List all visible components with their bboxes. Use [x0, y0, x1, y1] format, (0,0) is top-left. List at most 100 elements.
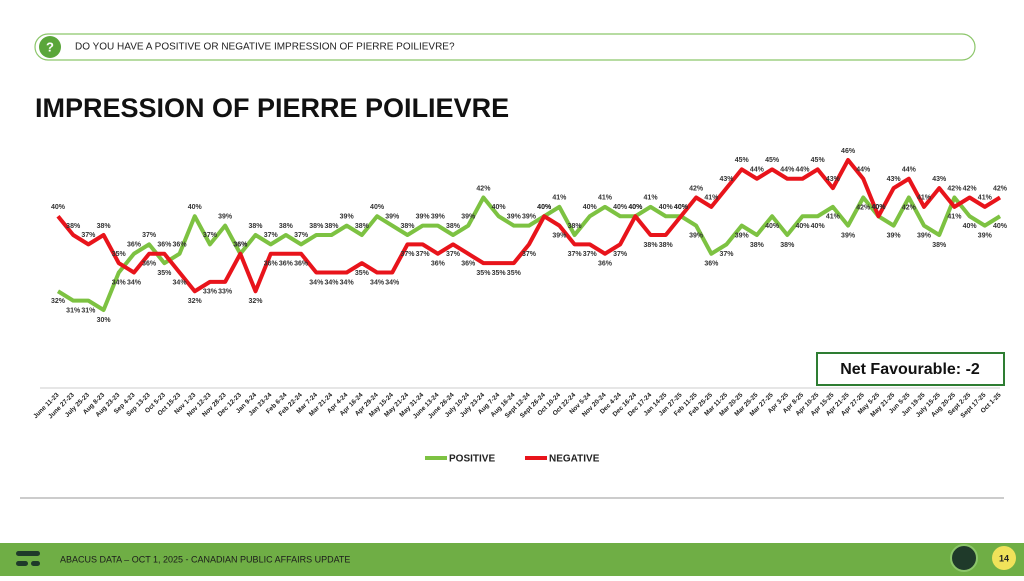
data-label: 38%	[932, 242, 947, 249]
data-label: 35%	[355, 270, 370, 277]
data-label: 38%	[659, 242, 674, 249]
data-label: 40%	[370, 204, 385, 211]
data-label: 40%	[871, 204, 886, 211]
data-label: 40%	[795, 223, 810, 230]
data-label: 42%	[689, 185, 704, 192]
data-label: 39%	[416, 213, 431, 220]
data-label: 37%	[446, 251, 461, 258]
question-icon	[39, 36, 61, 58]
data-label: 40%	[871, 204, 886, 211]
data-label: 39%	[218, 213, 233, 220]
data-label: 37%	[142, 232, 157, 239]
data-label: 41%	[644, 195, 659, 202]
data-label: 36%	[142, 261, 157, 268]
data-label: 34%	[385, 279, 400, 286]
data-label: 41%	[826, 214, 841, 221]
data-label: 44%	[750, 167, 765, 174]
data-label: 36%	[598, 261, 613, 268]
data-label: 36%	[279, 261, 294, 268]
data-label: 34%	[127, 279, 142, 286]
data-label: 35%	[157, 270, 172, 277]
data-label: 34%	[112, 279, 127, 286]
data-label: 36%	[264, 261, 279, 268]
data-label: 39%	[522, 213, 537, 220]
data-label: 40%	[628, 204, 643, 211]
data-label: 37%	[613, 251, 628, 258]
data-label: 37%	[203, 232, 218, 239]
data-label: 37%	[264, 232, 279, 239]
data-label: 36%	[461, 261, 476, 268]
data-label: 32%	[51, 298, 66, 305]
data-label: 43%	[720, 176, 735, 183]
data-label: 36%	[431, 261, 446, 268]
data-label: 40%	[583, 204, 598, 211]
data-label: 34%	[309, 279, 324, 286]
data-label: 37%	[568, 251, 583, 258]
logo	[31, 561, 40, 566]
data-label: 37%	[81, 232, 96, 239]
data-label: 39%	[507, 213, 522, 220]
data-label: 36%	[233, 242, 248, 249]
data-label: 45%	[765, 157, 780, 164]
data-label: 45%	[735, 157, 750, 164]
data-label: 44%	[780, 167, 795, 174]
data-label: 38%	[249, 223, 264, 230]
data-label: 37%	[522, 251, 537, 258]
data-label: 38%	[644, 242, 659, 249]
data-label: 38%	[780, 242, 795, 249]
data-label: 43%	[887, 176, 902, 183]
logo	[16, 561, 28, 566]
data-label: 32%	[188, 298, 203, 305]
data-label: 31%	[81, 307, 96, 314]
data-label: 36%	[127, 242, 142, 249]
data-label: 40%	[628, 204, 643, 211]
data-label: 38%	[66, 223, 81, 230]
data-label: 34%	[173, 279, 188, 286]
data-label: 37%	[720, 251, 735, 258]
data-label: 37%	[583, 251, 598, 258]
legend-label: NEGATIVE	[549, 454, 600, 465]
data-label: 40%	[811, 223, 826, 230]
data-label: 40%	[674, 204, 689, 211]
question: DO YOU HAVE A POSITIVE OR NEGATIVE IMPRE…	[75, 42, 455, 53]
data-label: 40%	[492, 204, 507, 211]
brand-icon	[950, 544, 978, 572]
chart-title: IMPRESSION OF PIERRE POILIEVRE	[35, 93, 509, 123]
data-label: 34%	[324, 279, 339, 286]
series-line	[56, 195, 1002, 312]
annotation: Net Favourable: -2	[840, 361, 980, 378]
data-label: 38%	[446, 223, 461, 230]
question-icon-mark: ?	[46, 39, 54, 54]
data-label: 43%	[826, 176, 841, 183]
data-label: 46%	[841, 148, 856, 155]
footer-band	[0, 543, 1024, 576]
data-label: 36%	[157, 242, 172, 249]
data-label: 38%	[279, 223, 294, 230]
data-label: 35%	[112, 251, 127, 258]
data-label: 43%	[932, 176, 947, 183]
data-label: 36%	[294, 261, 309, 268]
data-label: 44%	[795, 167, 810, 174]
data-label: 31%	[66, 307, 81, 314]
data-label: 38%	[750, 242, 765, 249]
data-label: 39%	[340, 213, 355, 220]
series-line	[56, 158, 1002, 294]
data-label: 37%	[294, 232, 309, 239]
data-label: 39%	[552, 232, 567, 239]
data-label: 41%	[704, 195, 719, 202]
data-label: 41%	[552, 195, 567, 202]
data-label: 35%	[507, 270, 522, 277]
data-label: 39%	[841, 232, 856, 239]
data-label: 35%	[492, 270, 507, 277]
data-label: 36%	[173, 242, 188, 249]
question-box	[34, 33, 976, 61]
data-label: 42%	[902, 204, 917, 211]
data-label: 44%	[856, 167, 871, 174]
data-label: 45%	[811, 157, 826, 164]
data-label: 41%	[917, 195, 932, 202]
data-label: 39%	[385, 213, 400, 220]
data-label: 38%	[309, 223, 324, 230]
data-label: 40%	[613, 204, 628, 211]
data-label: 37%	[416, 251, 431, 258]
